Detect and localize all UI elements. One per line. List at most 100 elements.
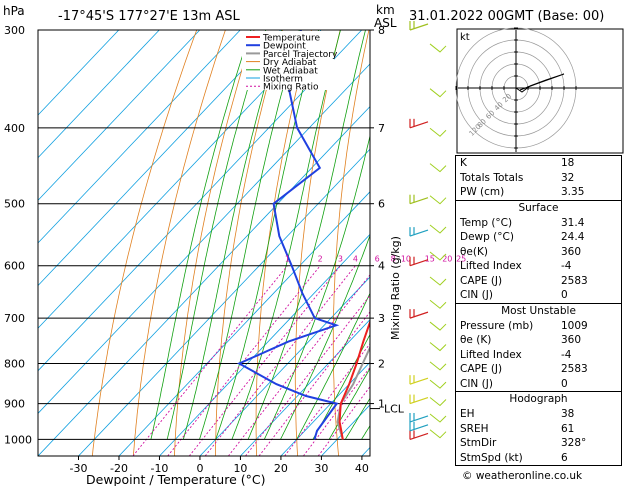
- km-tick-label: 8: [378, 24, 385, 37]
- isotherm-line: [38, 30, 120, 116]
- row-value: 24.4: [561, 231, 585, 243]
- wet-adiabat-line: [296, 292, 370, 440]
- surface-row: θe(K) 360: [456, 245, 621, 260]
- wind-barb-staff: [409, 121, 429, 129]
- row-value: 61: [561, 422, 575, 435]
- surface-row: CIN (J) 0: [456, 288, 621, 303]
- hodograph-trace: [515, 73, 565, 93]
- surface-row: Lifted Index -4: [456, 259, 621, 274]
- most-unstable-row: CAPE (J) 2583: [456, 362, 621, 377]
- wind-barb-staff: [409, 197, 429, 205]
- wet-adiabat-line: [328, 367, 370, 440]
- surface-title: Surface: [518, 201, 559, 214]
- wet-adiabat-line: [280, 234, 370, 440]
- x-axis-title: Dewpoint / Temperature (°C): [86, 472, 265, 486]
- hodograph-table-row: SREH 61: [456, 422, 621, 437]
- row-label: CAPE (J): [460, 274, 503, 287]
- wet-adiabat-line: [199, 30, 300, 440]
- row-value: 0: [561, 377, 568, 390]
- surface-row: CAPE (J) 2583: [456, 274, 621, 289]
- legend-label: Isotherm: [263, 75, 303, 85]
- wet-adiabat-line: [182, 30, 283, 440]
- row-label: EH: [460, 408, 475, 420]
- wind-mark: [429, 429, 447, 439]
- dry-adiabat-line: [174, 30, 255, 456]
- dry-adiabat-line: [91, 30, 198, 456]
- km-tick-label: 1: [378, 398, 385, 411]
- wind-mark: [429, 127, 447, 137]
- isotherm-line: [38, 30, 160, 159]
- surface-box: Surface Temp (°C) 31.4 Dewp (°C) 24.4 θe(K) 36…: [455, 200, 622, 304]
- row-label: StmDir: [460, 437, 497, 449]
- location-title: -17°45'S 177°27'E 13m ASL: [58, 9, 240, 24]
- indices-row: K 18: [456, 156, 621, 171]
- pressure-tick-label: 700: [4, 312, 25, 325]
- mixing-ratio-label: 6: [375, 255, 380, 264]
- temperature-tick-label: 40: [355, 462, 369, 475]
- row-value: 360: [561, 245, 582, 258]
- row-value: 0: [561, 289, 568, 301]
- most-unstable-box: Most Unstable Pressure (mb) 1009 θe (K) 360 L…: [455, 303, 622, 392]
- row-label: CIN (J): [460, 289, 493, 301]
- hodograph-ring-label: 60: [484, 109, 496, 121]
- surface-row: Temp (°C) 31.4: [456, 216, 621, 231]
- wind-mark: [429, 43, 447, 53]
- wet-adiabat-line: [263, 134, 370, 440]
- datetime-title: 31.01.2022 00GMT (Base: 00): [409, 9, 604, 24]
- mixing-ratio-label: 2: [318, 255, 323, 264]
- surface-row: Dewp (°C) 24.4: [456, 230, 621, 245]
- isotherm-line: [78, 148, 370, 456]
- most-unstable-row: CIN (J) 0: [456, 377, 621, 392]
- row-label: CIN (J): [460, 377, 493, 390]
- chart-axes: 300 400 500 600 700 800 900 1000 -30 -20 -10 0 10 20 3…: [4, 24, 466, 475]
- wind-barb-staff: [409, 377, 429, 385]
- wind-barb-staff: [409, 229, 429, 237]
- asl-label: ASL: [374, 16, 397, 30]
- mixing-ratio-line: [167, 265, 321, 456]
- isotherm-line: [118, 191, 370, 456]
- wind-mark: [429, 397, 447, 407]
- temperature-tick-label: -10: [150, 462, 168, 475]
- legend-label: Mixing Ratio: [263, 83, 319, 93]
- hodograph-table-row: StmDir 328°: [456, 436, 621, 451]
- mixing-ratio-line: [228, 274, 370, 456]
- indices-panel: K 18 Totals Totals 32 PW (cm) 3.35 Surface Tem…: [455, 155, 622, 466]
- row-label: Dewp (°C): [460, 231, 514, 243]
- mixing-ratio-label: 3: [338, 255, 343, 264]
- row-label: CAPE (J): [460, 363, 503, 375]
- lcl-label: LCL: [384, 403, 405, 416]
- wind-mark: [429, 276, 447, 286]
- legend-label: Dewpoint: [263, 42, 306, 52]
- row-label: θe (K): [460, 334, 492, 346]
- row-value: 18: [561, 157, 575, 169]
- km-tick-label: 7: [378, 122, 385, 135]
- dry-adiabat-line: [215, 30, 284, 456]
- isotherm-line: [38, 30, 241, 244]
- legend-label: Parcel Trajectory: [263, 50, 338, 60]
- most-unstable-title: Most Unstable: [501, 304, 576, 317]
- row-label: Totals Totals: [460, 171, 524, 184]
- wind-mark: [429, 321, 447, 331]
- y-axis-right-title: Mixing Ratio (g/kg): [389, 236, 402, 340]
- indices-row: Totals Totals 32: [456, 171, 621, 186]
- row-value: 38: [561, 408, 575, 420]
- hodograph-ring-label: 40: [493, 101, 505, 113]
- pressure-tick-label: 800: [4, 358, 25, 371]
- row-label: PW (cm): [460, 186, 505, 198]
- wind-mark: [429, 88, 447, 98]
- wind-barb-staff: [409, 259, 429, 267]
- hodograph-table-box: Hodograph EH 38 SREH 61 StmDir 328° StmSpd (kt)…: [455, 392, 622, 466]
- wind-barb-staff: [409, 397, 429, 405]
- pressure-tick-label: 600: [4, 260, 25, 273]
- row-label: Temp (°C): [460, 216, 513, 229]
- mixing-ratio-label: 4: [353, 255, 358, 264]
- dry-adiabat-line: [133, 30, 226, 456]
- km-tick-label: 4: [378, 260, 385, 273]
- wind-barb-staff: [409, 424, 429, 432]
- mixing-ratio-label: 8: [391, 255, 396, 264]
- wind-mark: [429, 224, 447, 234]
- hodograph-ring-label: 20: [501, 92, 513, 104]
- most-unstable-row: θe (K) 360: [456, 333, 621, 348]
- mixing-ratio-line: [204, 265, 356, 456]
